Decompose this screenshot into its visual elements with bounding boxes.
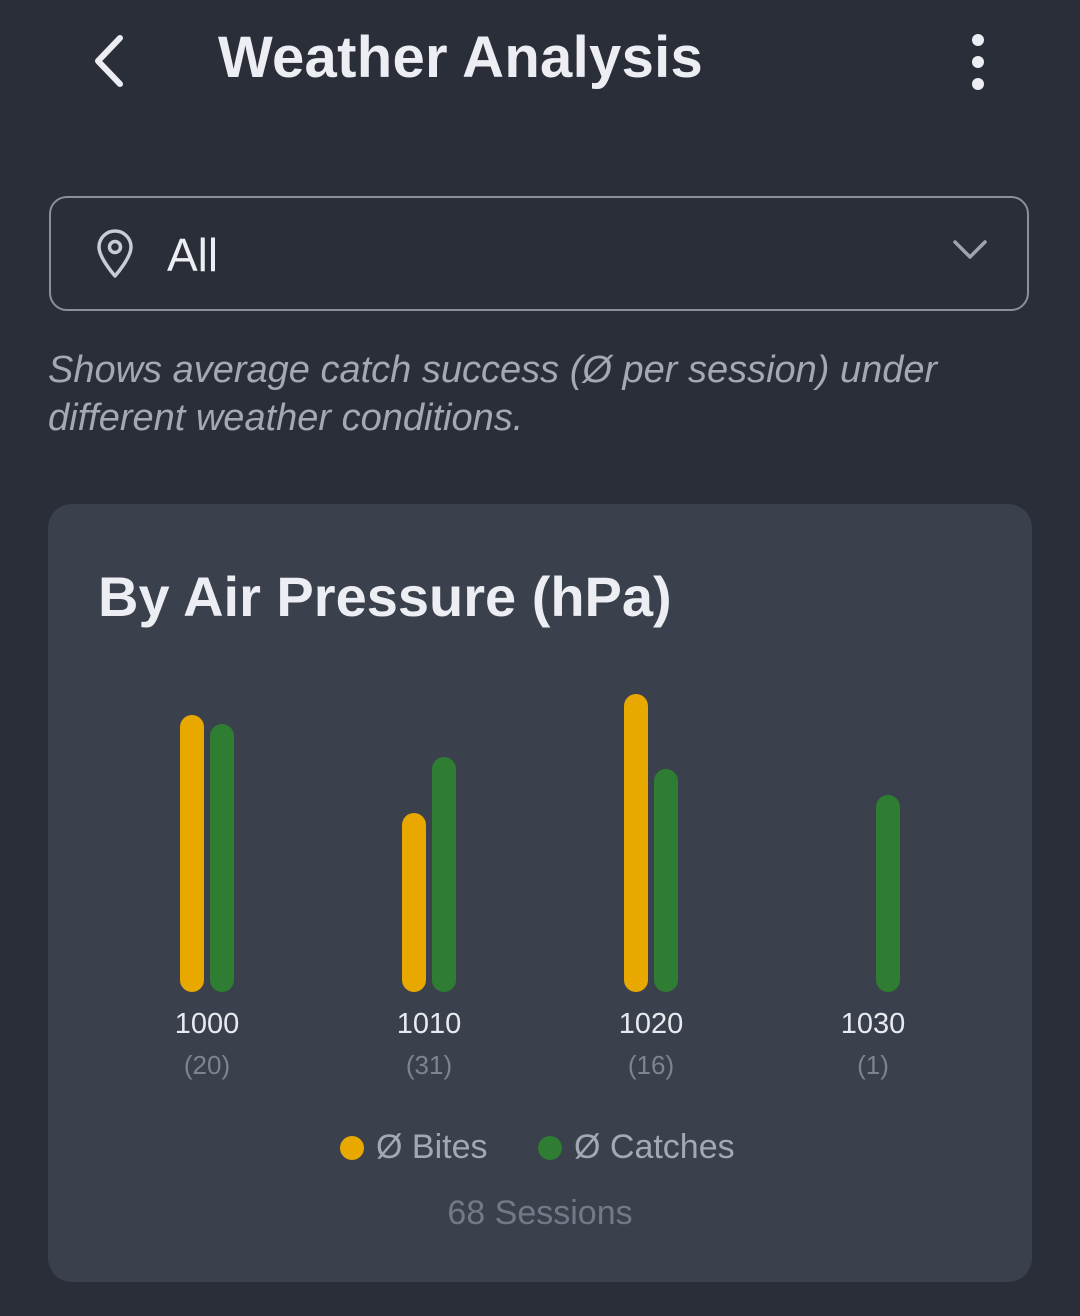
chevron-down-icon — [953, 240, 987, 259]
x-tick-label: 1020 — [618, 1008, 684, 1040]
legend-dot-bites — [340, 1135, 364, 1160]
session-count-label: (20) — [183, 1050, 231, 1080]
chevron-left-icon — [95, 35, 123, 87]
x-tick-label: 1000 — [174, 1008, 240, 1040]
legend-label-bites: Ø Bites — [376, 1128, 488, 1166]
session-count-label: (1) — [857, 1050, 889, 1080]
description-text: Shows average catch success (Ø per sessi… — [48, 349, 938, 439]
back-button[interactable] — [86, 28, 136, 94]
chart-title: By Air Pressure (hPa) — [98, 565, 672, 628]
more-menu-button[interactable] — [958, 30, 998, 94]
bar-catches-1030 — [876, 795, 900, 992]
session-count-label: (31) — [405, 1050, 453, 1080]
bar-bites-1010 — [402, 813, 426, 992]
bar-catches-1000 — [210, 723, 234, 992]
location-select-value: All — [167, 229, 219, 281]
legend-item-catches: Ø Catches — [538, 1128, 735, 1167]
map-pin-icon — [97, 229, 133, 278]
sessions-count: 68 Sessions — [447, 1194, 633, 1232]
session-count-label: (16) — [627, 1050, 675, 1080]
bar-bites-1020 — [624, 694, 648, 992]
legend-dot-catches — [538, 1135, 562, 1160]
bar-bites-1000 — [180, 714, 204, 992]
legend-label-catches: Ø Catches — [574, 1128, 735, 1166]
more-vertical-icon — [972, 34, 984, 90]
bar-catches-1020 — [654, 768, 678, 992]
location-select[interactable]: All — [49, 196, 1029, 311]
bar-catches-1010 — [432, 756, 456, 992]
page-title: Weather Analysis — [218, 25, 704, 90]
x-tick-label: 1030 — [840, 1008, 906, 1040]
x-tick-label: 1010 — [396, 1008, 462, 1040]
legend-item-bites: Ø Bites — [340, 1128, 487, 1167]
air-pressure-card: By Air Pressure (hPa) 1000 (20) 1010 (31) 10… — [48, 504, 1032, 1282]
